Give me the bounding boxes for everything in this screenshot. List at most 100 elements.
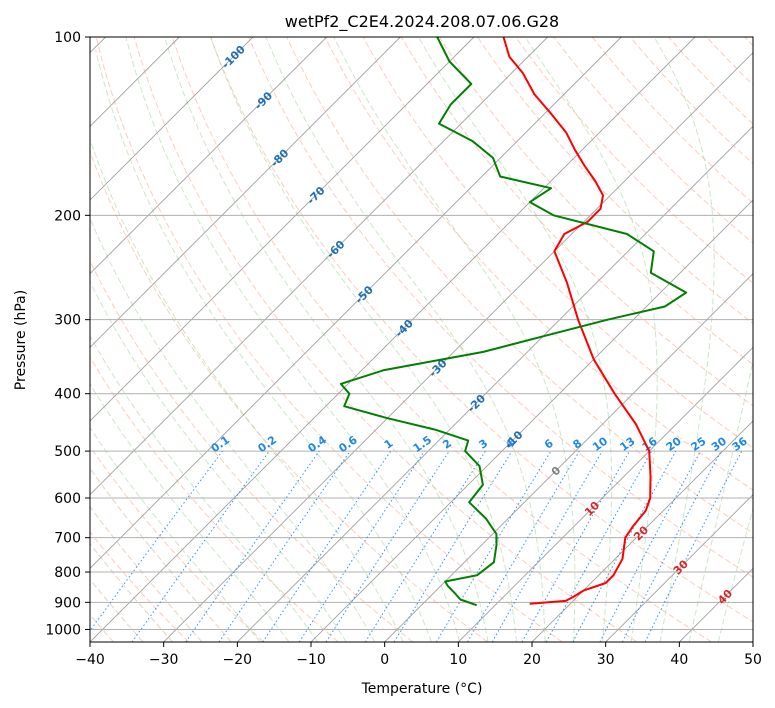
temperature-profile-line	[502, 37, 652, 605]
mixing-ratio-line	[545, 450, 653, 642]
y-tick-label: 800	[54, 565, 81, 581]
dry-adiabat-line	[90, 150, 488, 642]
moist-adiabat-line	[717, 506, 753, 642]
isotherm-line	[90, 37, 622, 569]
mixing-ratio-label: 0.2	[256, 433, 279, 455]
isotherm-line	[605, 494, 753, 642]
isotherm-label: -100	[219, 43, 248, 72]
mixing-ratio-line	[325, 450, 450, 642]
dry-adiabat-line	[90, 445, 264, 642]
isotherm-line	[237, 125, 753, 642]
moist-adiabat-line	[95, 49, 432, 642]
wet-bulb-line	[90, 542, 174, 642]
isotherm-label: 40	[715, 587, 735, 607]
dry-adiabat-line	[90, 531, 190, 642]
mixing-ratio-label: 2	[440, 437, 454, 452]
line-labels: 0.1 0.2 0.4 0.6 1 1.5 2 3 4 6 8 10 13 16 20 25 30 36-100-…	[209, 43, 750, 607]
x-tick-label: 30	[597, 652, 615, 668]
isotherm-label: 0	[549, 464, 564, 479]
mixing-ratio-line	[131, 450, 270, 642]
isotherm-label: -60	[324, 238, 347, 261]
mixing-ratio-line	[393, 450, 513, 642]
x-tick-label: −20	[223, 652, 253, 668]
isotherm-label: -80	[268, 146, 291, 169]
mixing-ratio-label: 3	[477, 437, 491, 452]
isotherm-line	[679, 567, 753, 642]
isotherm-line	[90, 37, 254, 201]
x-tick-label: −40	[75, 652, 105, 668]
y-tick-label: 700	[54, 531, 81, 547]
mixing-ratio-line	[572, 450, 677, 642]
x-tick-label: 50	[744, 652, 762, 668]
wet-bulb-line	[90, 467, 232, 642]
isotherm-line	[310, 199, 753, 642]
moist-adiabat-line	[90, 426, 261, 642]
mixing-ratio-line	[435, 450, 552, 642]
dewpoint-profile-line	[339, 37, 688, 607]
moist-adiabat-line	[90, 137, 404, 642]
sounding-profiles	[339, 37, 688, 607]
moist-adiabat-line	[265, 37, 546, 642]
x-axis-title: Temperature (°C)	[361, 681, 483, 697]
mixing-ratio-line	[298, 450, 425, 642]
moist-adiabat-line	[688, 358, 753, 642]
isotherm-label: -20	[465, 392, 488, 415]
mixing-ratio-line	[521, 450, 630, 642]
isotherm-line	[90, 37, 548, 496]
mixing-ratio-label: 1.5	[411, 433, 434, 455]
isotherm-line	[90, 37, 327, 275]
x-tick-label: 40	[670, 652, 688, 668]
isotherm-label: -90	[252, 89, 275, 112]
mixing-ratio-label: 0.4	[306, 433, 330, 455]
dry-adiabat-line	[477, 37, 753, 325]
moist-adiabat-line	[90, 217, 376, 642]
dry-adiabat-line	[668, 37, 753, 125]
x-tick-label: −30	[149, 652, 179, 668]
y-tick-label: 300	[54, 313, 81, 329]
isotherm-line	[531, 420, 753, 642]
dry-adiabat-line	[90, 259, 414, 642]
mixing-ratio-label: 0.6	[336, 433, 360, 455]
isotherm-line	[752, 641, 753, 642]
plot-frame	[89, 36, 754, 643]
dry-adiabat-line	[591, 37, 753, 204]
isotherm-line	[458, 346, 753, 642]
moist-adiabat-line	[210, 37, 517, 642]
moist-adiabat-line	[125, 37, 461, 642]
isotherm-label: 10	[582, 499, 602, 519]
x-tick-label: 0	[380, 652, 389, 668]
mixing-ratio-label: 6	[542, 437, 556, 452]
mixing-ratio-line	[90, 450, 223, 632]
moist-adiabat-line	[333, 37, 576, 642]
mixing-ratio-line	[185, 450, 320, 642]
moist-adiabat-line	[524, 37, 658, 642]
mixing-ratio-line	[262, 450, 392, 642]
isotherm-label: -10	[502, 428, 525, 451]
dry-adiabat-line	[171, 37, 712, 642]
dry-adiabat-line	[438, 37, 753, 366]
dry-adiabat-line	[90, 356, 339, 642]
dry-adiabat-line	[248, 37, 753, 578]
isotherm-label: -70	[304, 184, 327, 207]
mixing-ratio-line	[218, 450, 351, 642]
y-tick-label: 900	[54, 595, 81, 611]
y-tick-label: 100	[54, 30, 81, 46]
wet-bulb-line	[90, 578, 144, 642]
dry-adiabat-line	[744, 37, 753, 47]
isotherm-label: 30	[671, 557, 691, 577]
moist-adiabat-line	[164, 37, 489, 642]
isotherm-label: -50	[353, 283, 376, 306]
y-tick-label: 200	[54, 208, 81, 224]
dry-adiabat-line	[515, 37, 753, 284]
moist-adiabat-line	[90, 383, 290, 642]
y-tick-label: 600	[54, 491, 81, 507]
moist-adiabat-line	[90, 280, 347, 642]
y-tick-label: 500	[54, 444, 81, 460]
isotherm-line	[384, 273, 753, 642]
dry-adiabat-line	[210, 37, 753, 623]
dry-adiabat-line	[95, 37, 563, 642]
background-lines	[90, 37, 753, 642]
y-axis-title: Pressure (hPa)	[13, 290, 29, 390]
x-tick-label: 20	[523, 652, 541, 668]
